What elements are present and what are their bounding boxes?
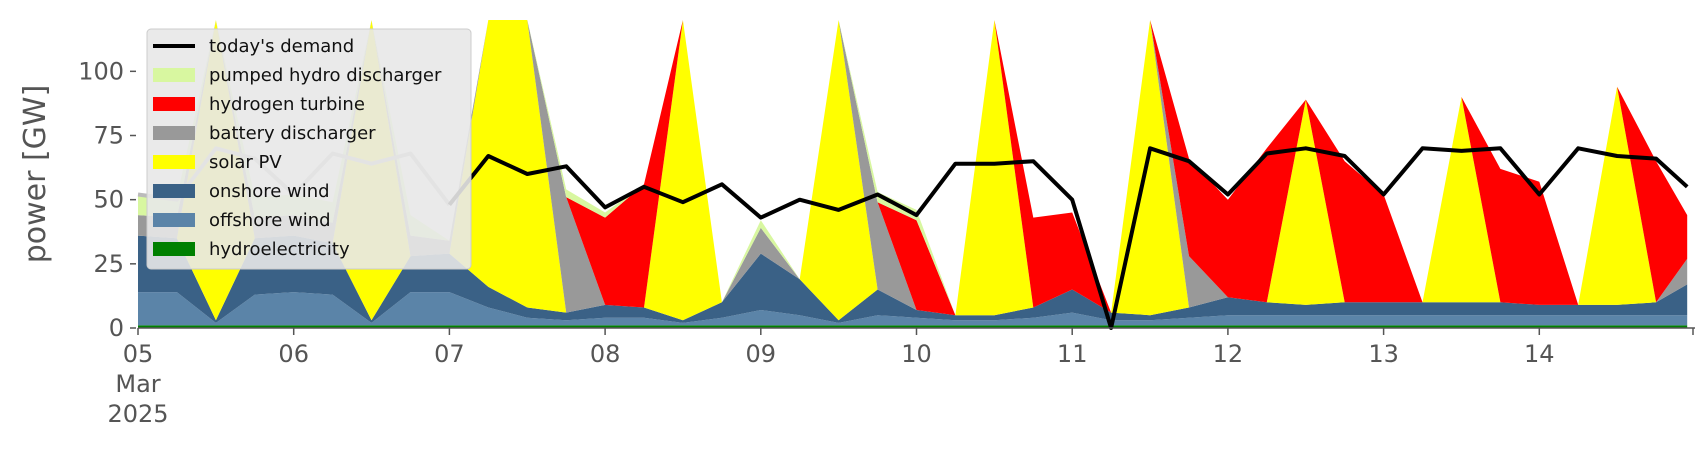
x-tick-label: 11 [1057,340,1088,368]
legend-swatch [153,184,195,198]
area-hydrogen-turbine [138,20,1688,316]
x-tick-label: 10 [901,340,932,368]
y-tick-label: 0 [109,314,124,342]
legend-box [146,28,472,270]
legend-swatch [153,97,195,111]
legend-label: battery discharger [209,123,376,144]
legend-swatch [153,242,195,256]
x-tick-label: 07 [434,340,465,368]
x-tick-label: 05 [123,340,154,368]
legend-label: hydrogen turbine [209,94,365,115]
y-axis-label: power [GW] [18,85,53,264]
legend-label: offshore wind [209,210,331,231]
legend: today's demand pumped hydro discharger hyd… [146,28,472,270]
legend-swatch [153,155,195,169]
y-tick-label: 25 [93,250,124,278]
legend-label: pumped hydro discharger [209,65,442,86]
legend-label: hydroelectricity [209,239,350,260]
area-offshore-wind [138,292,1688,326]
x-tick-label: 13 [1368,340,1399,368]
x-tick-label: 12 [1213,340,1244,368]
y-tick-label: 50 [93,186,124,214]
legend-swatch [153,126,195,140]
legend-label: solar PV [209,152,282,173]
y-tick-label: 75 [93,122,124,150]
x-tick-label: 09 [746,340,777,368]
legend-swatch [153,213,195,227]
x-tick-sublabel: 2025 [107,400,168,428]
x-tick-sublabel: Mar [115,370,160,398]
x-tick-label: 14 [1524,340,1555,368]
area-solar-pv [138,20,1688,321]
legend-swatch [153,68,195,82]
demand-line [447,146,1689,330]
x-tick-label: 08 [590,340,621,368]
legend-label: today's demand [209,36,354,57]
y-tick-label: 100 [78,57,124,85]
legend-label: onshore wind [209,181,330,202]
x-tick-label: 06 [278,340,309,368]
